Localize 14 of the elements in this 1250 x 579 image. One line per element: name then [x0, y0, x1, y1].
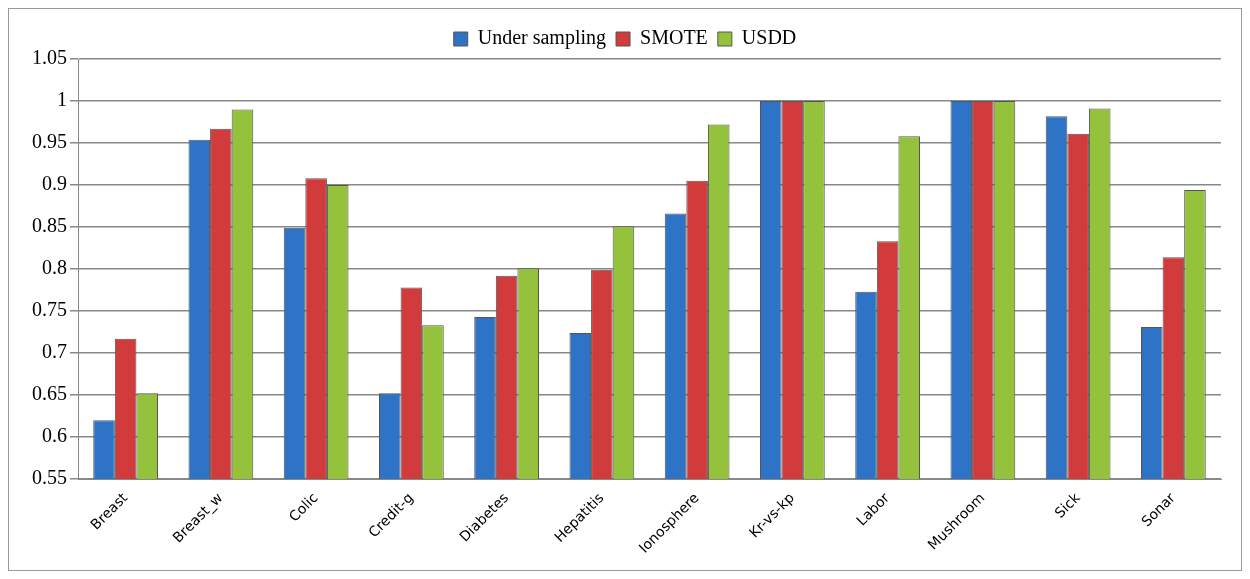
legend-label: USDD	[741, 26, 797, 49]
y-tick-label: 1	[57, 88, 67, 111]
y-tick-label: 0.75	[32, 298, 67, 321]
legend-label: Under sampling	[477, 26, 607, 50]
y-tick-label: 0.55	[32, 466, 67, 489]
legend-label: SMOTE	[640, 26, 708, 49]
y-tick-label: 0.6	[42, 424, 67, 447]
y-tick-label: 0.65	[32, 382, 67, 405]
y-tick-label: 0.95	[32, 130, 67, 153]
y-tick-label: 0.85	[32, 214, 67, 237]
y-tick-label: 1.05	[32, 46, 67, 69]
y-tick-label: 0.8	[42, 256, 67, 279]
y-tick-label: 0.9	[42, 172, 67, 195]
y-tick-label: 0.7	[42, 340, 67, 363]
